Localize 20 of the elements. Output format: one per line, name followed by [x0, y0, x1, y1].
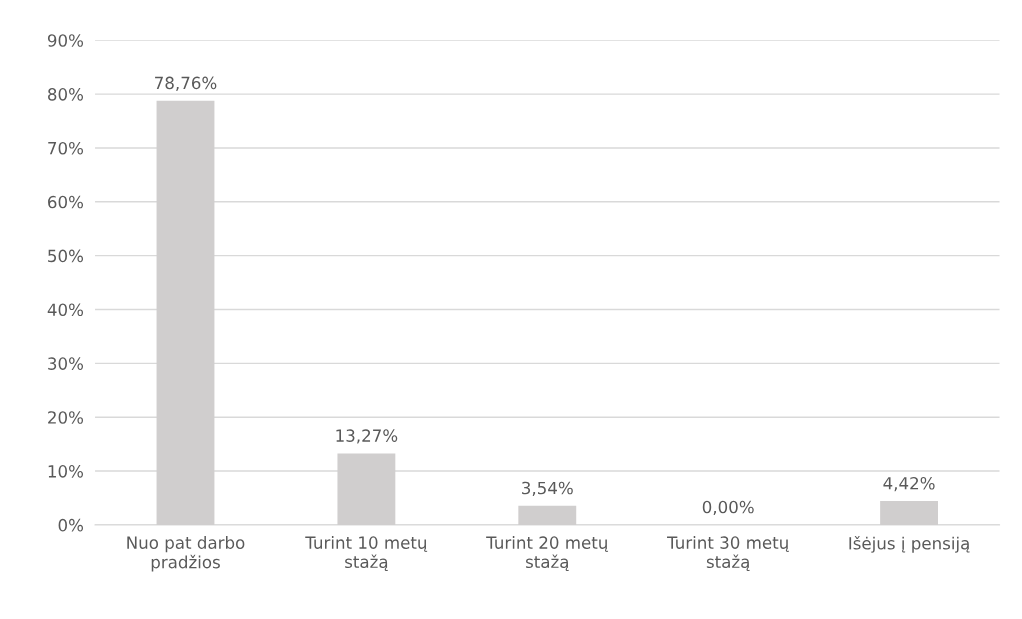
x-tick-label: Turint 10 metų stažą: [305, 536, 428, 572]
y-tick-label: 80%: [48, 88, 84, 101]
x-tick-label: Nuo pat darbo pradžios: [127, 536, 245, 572]
y-tick-label: 0%: [58, 518, 84, 532]
data-label: 13,27%: [336, 429, 398, 444]
data-label: 4,42%: [883, 476, 935, 492]
data-label: 78,76%: [155, 76, 217, 91]
x-tick-label: Turint 30 metų stažą: [667, 536, 789, 572]
x-tick-label: Išėjus į pensiją: [849, 536, 970, 553]
y-tick-label: 10%: [48, 465, 84, 478]
data-label: 3,54%: [522, 481, 573, 496]
y-tick-label: 50%: [48, 249, 84, 263]
data-label: 0,00%: [702, 500, 754, 516]
x-tick-label: Turint 20 metų stažą: [486, 536, 609, 572]
y-tick-label: 40%: [47, 303, 84, 317]
y-tick-label: 70%: [48, 141, 84, 155]
y-tick-label: 20%: [48, 411, 84, 424]
y-tick-label: 90%: [47, 34, 84, 47]
y-tick-label: 60%: [48, 195, 84, 209]
y-tick-label: 30%: [48, 357, 84, 370]
